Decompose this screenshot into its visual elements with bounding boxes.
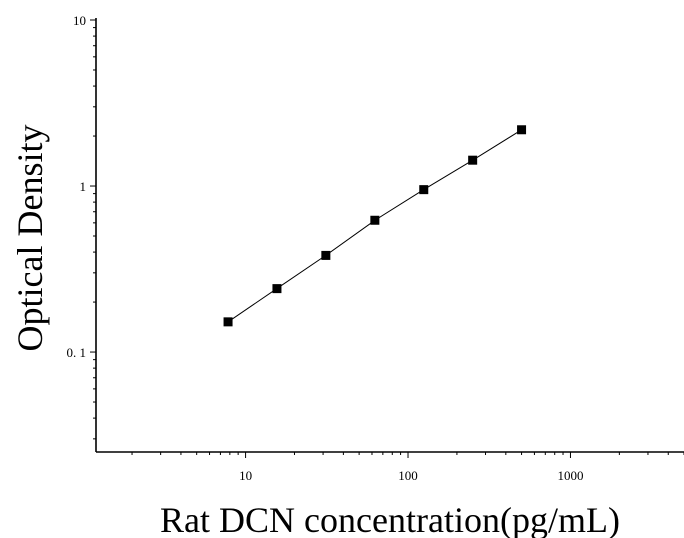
- x-tick-label: 10: [239, 468, 252, 483]
- ticks: [90, 19, 684, 458]
- y-axis-title: Optical Density: [10, 125, 50, 352]
- data-point: [468, 155, 478, 165]
- data-point: [223, 317, 233, 327]
- data-points: [223, 125, 527, 327]
- data-point: [370, 215, 380, 225]
- data-point: [272, 284, 282, 294]
- fit-line: [227, 129, 522, 323]
- y-tick-label: 0. 1: [67, 345, 87, 360]
- x-tick-label: 100: [398, 468, 418, 483]
- y-tick-label: 1: [80, 179, 87, 194]
- data-point: [321, 250, 331, 260]
- y-tick-label: 10: [73, 13, 86, 28]
- x-axis-title: Rat DCN concentration(pg/mL): [160, 500, 620, 538]
- data-point: [517, 125, 527, 135]
- data-point: [419, 185, 429, 195]
- tick-labels: 10 100 1000 0. 1 1 10: [67, 13, 584, 483]
- x-tick-label: 1000: [557, 468, 583, 483]
- fit-line-group: [227, 129, 522, 323]
- axes: [95, 18, 684, 453]
